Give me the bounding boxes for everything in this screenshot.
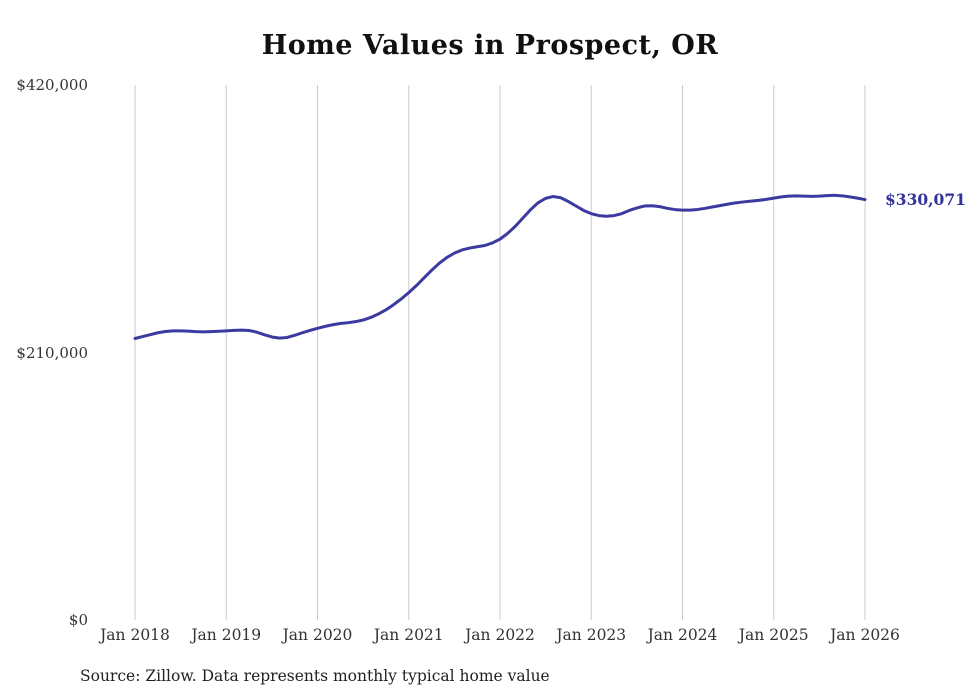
y-tick-label: $210,000 — [16, 343, 88, 362]
x-tick-label: Jan 2019 — [191, 626, 262, 644]
x-tick-label: Jan 2022 — [465, 626, 535, 644]
chart-title: Home Values in Prospect, OR — [261, 30, 719, 61]
y-tick-label: $420,000 — [16, 76, 88, 94]
x-tick-label: Jan 2024 — [647, 626, 718, 644]
x-tick-label: Jan 2026 — [830, 626, 900, 644]
x-tick-label: Jan 2020 — [282, 626, 353, 644]
y-tick-label: $0 — [68, 611, 88, 629]
x-tick-label: Jan 2025 — [738, 626, 809, 644]
value-line — [133, 193, 867, 340]
x-tick-label: Jan 2018 — [100, 626, 170, 644]
x-tick-label: Jan 2023 — [556, 626, 627, 644]
x-tick-label: Jan 2021 — [373, 626, 444, 644]
source-note: Source: Zillow. Data represents monthly … — [80, 667, 550, 685]
series-end-value-label: $330,071 — [885, 189, 966, 209]
